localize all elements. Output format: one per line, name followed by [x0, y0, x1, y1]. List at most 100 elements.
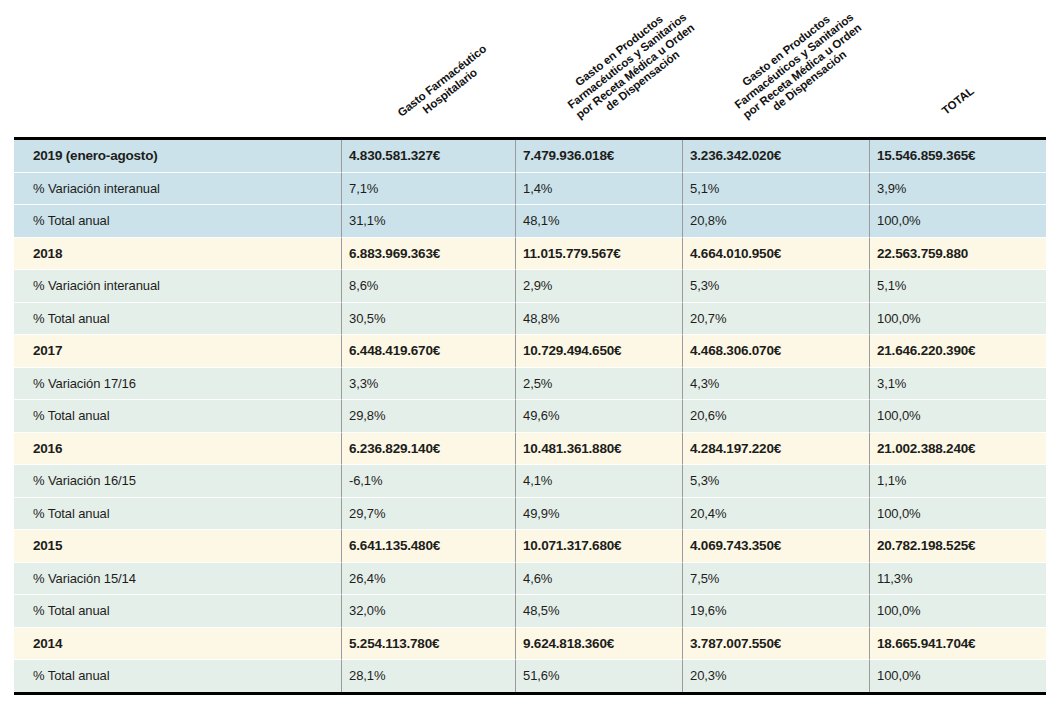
value-cell: 3,1% [869, 368, 1046, 401]
value-cell: 100,0% [869, 303, 1046, 336]
row-label: % Total anual [14, 498, 341, 531]
value-cell: 28,1% [341, 660, 515, 692]
table-body: 2019 (enero-agosto)4.830.581.327€7.479.9… [14, 140, 1046, 692]
row-label: % Variación 15/14 [14, 563, 341, 596]
table-row: 20145.254.113.780€9.624.818.360€3.787.00… [14, 628, 1046, 661]
table-row: % Total anual31,1%48,1%20,8%100,0% [14, 205, 1046, 238]
value-cell: 20,8% [682, 205, 869, 238]
row-label: 2017 [14, 335, 341, 368]
value-cell: 6.641.135.480€ [341, 530, 515, 563]
table-row: % Variación 15/1426,4%4,6%7,5%11,3% [14, 563, 1046, 596]
value-cell: 4.468.306.070€ [682, 335, 869, 368]
value-cell: 3,3% [341, 368, 515, 401]
row-label: 2014 [14, 628, 341, 661]
value-cell: 3,9% [869, 173, 1046, 206]
value-cell: 8,6% [341, 270, 515, 303]
table-row: 20156.641.135.480€10.071.317.680€4.069.7… [14, 530, 1046, 563]
table-row: % Variación interanual8,6%2,9%5,3%5,1% [14, 270, 1046, 303]
value-cell: 19,6% [682, 595, 869, 628]
value-cell: 11.015.779.567€ [515, 238, 682, 271]
value-cell: 11,3% [869, 563, 1046, 596]
value-cell: 5,1% [682, 173, 869, 206]
value-cell: -6,1% [341, 465, 515, 498]
value-cell: 26,4% [341, 563, 515, 596]
table-row: % Total anual30,5%48,8%20,7%100,0% [14, 303, 1046, 336]
row-label: % Variación 16/15 [14, 465, 341, 498]
row-label: % Total anual [14, 660, 341, 692]
value-cell: 4.664.010.950€ [682, 238, 869, 271]
value-cell: 18.665.941.704€ [869, 628, 1046, 661]
value-cell: 20,4% [682, 498, 869, 531]
value-cell: 15.546.859.365€ [869, 140, 1046, 173]
value-cell: 4.830.581.327€ [341, 140, 515, 173]
value-cell: 5,3% [682, 465, 869, 498]
row-label: 2019 (enero-agosto) [14, 140, 341, 173]
value-cell: 20.782.198.525€ [869, 530, 1046, 563]
value-cell: 48,8% [515, 303, 682, 336]
table-row: % Variación 17/163,3%2,5%4,3%3,1% [14, 368, 1046, 401]
value-cell: 51,6% [515, 660, 682, 692]
value-cell: 2,9% [515, 270, 682, 303]
value-cell: 100,0% [869, 205, 1046, 238]
table-row: 20186.883.969.363€11.015.779.567€4.664.0… [14, 238, 1046, 271]
rotated-column-headers: Gasto FarmacéuticoHospitalario Gasto en … [0, 0, 1063, 137]
value-cell: 30,5% [341, 303, 515, 336]
table-row: 2019 (enero-agosto)4.830.581.327€7.479.9… [14, 140, 1046, 173]
value-cell: 49,6% [515, 400, 682, 433]
table-row: % Total anual32,0%48,5%19,6%100,0% [14, 595, 1046, 628]
row-label: % Total anual [14, 400, 341, 433]
value-cell: 48,5% [515, 595, 682, 628]
value-cell: 31,1% [341, 205, 515, 238]
value-cell: 4,3% [682, 368, 869, 401]
value-cell: 100,0% [869, 400, 1046, 433]
value-cell: 1,1% [869, 465, 1046, 498]
column-header-gasto-farmaceutico-hospitalario: Gasto FarmacéuticoHospitalario [395, 42, 496, 129]
column-header-total: TOTAL [940, 85, 977, 118]
value-cell: 2,5% [515, 368, 682, 401]
value-cell: 5.254.113.780€ [341, 628, 515, 661]
value-cell: 7,5% [682, 563, 869, 596]
value-cell: 5,3% [682, 270, 869, 303]
row-label: % Variación interanual [14, 270, 341, 303]
value-cell: 3.787.007.550€ [682, 628, 869, 661]
value-cell: 4.284.197.220€ [682, 433, 869, 466]
pharma-spending-table: 2019 (enero-agosto)4.830.581.327€7.479.9… [14, 137, 1046, 695]
table-row: % Variación interanual7,1%1,4%5,1%3,9% [14, 173, 1046, 206]
value-cell: 4,1% [515, 465, 682, 498]
value-cell: 29,7% [341, 498, 515, 531]
value-cell: 6.236.829.140€ [341, 433, 515, 466]
value-cell: 5,1% [869, 270, 1046, 303]
value-cell: 10.481.361.880€ [515, 433, 682, 466]
value-cell: 21.002.388.240€ [869, 433, 1046, 466]
value-cell: 6.448.419.670€ [341, 335, 515, 368]
row-label: % Variación interanual [14, 173, 341, 206]
value-cell: 4,6% [515, 563, 682, 596]
table-row: % Total anual29,7%49,9%20,4%100,0% [14, 498, 1046, 531]
row-label: % Total anual [14, 303, 341, 336]
table-row: 20166.236.829.140€10.481.361.880€4.284.1… [14, 433, 1046, 466]
value-cell: 100,0% [869, 498, 1046, 531]
table-row: 20176.448.419.670€10.729.494.650€4.468.3… [14, 335, 1046, 368]
value-cell: 10.729.494.650€ [515, 335, 682, 368]
value-cell: 49,9% [515, 498, 682, 531]
pharma-spending-table-page: Gasto FarmacéuticoHospitalario Gasto en … [0, 0, 1063, 701]
value-cell: 32,0% [341, 595, 515, 628]
value-cell: 7.479.936.018€ [515, 140, 682, 173]
value-cell: 7,1% [341, 173, 515, 206]
value-cell: 100,0% [869, 660, 1046, 692]
row-label: % Variación 17/16 [14, 368, 341, 401]
value-cell: 6.883.969.363€ [341, 238, 515, 271]
value-cell: 1,4% [515, 173, 682, 206]
table-row: % Total anual29,8%49,6%20,6%100,0% [14, 400, 1046, 433]
value-cell: 3.236.342.020€ [682, 140, 869, 173]
value-cell: 20,3% [682, 660, 869, 692]
value-cell: 21.646.220.390€ [869, 335, 1046, 368]
column-header-gasto-productos-receta-2: Gasto en ProductosFarmacéuticos y Sanita… [724, 1, 871, 132]
value-cell: 4.069.743.350€ [682, 530, 869, 563]
column-header-gasto-productos-receta-1: Gasto en ProductosFarmacéuticos y Sanita… [557, 1, 704, 132]
value-cell: 22.563.759.880 [869, 238, 1046, 271]
value-cell: 48,1% [515, 205, 682, 238]
value-cell: 29,8% [341, 400, 515, 433]
row-label: 2018 [14, 238, 341, 271]
value-cell: 100,0% [869, 595, 1046, 628]
